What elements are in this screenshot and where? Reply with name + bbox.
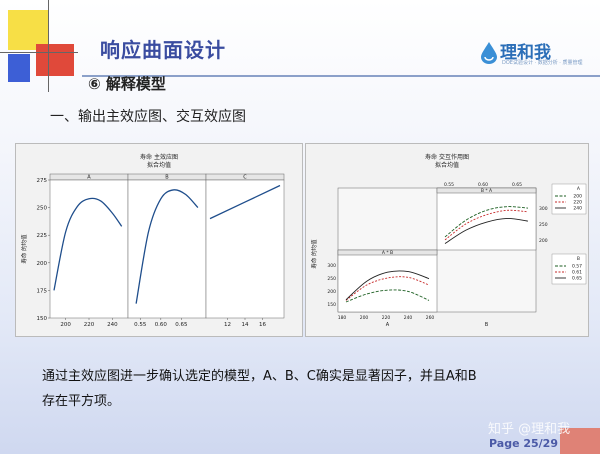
decor-red-square bbox=[36, 44, 74, 76]
main-effect-curve-B bbox=[135, 189, 199, 304]
xtick-label: 180 bbox=[338, 315, 347, 321]
section-heading: ⑥ 解释模型 bbox=[88, 75, 166, 93]
ytick-label: 250 bbox=[327, 276, 336, 282]
xtick-label: 200 bbox=[60, 322, 71, 328]
ytick-label: 225 bbox=[37, 233, 48, 239]
legend-title: A bbox=[577, 186, 581, 192]
xtick-label: 0.55 bbox=[134, 322, 147, 328]
panel-header-label: B bbox=[165, 175, 169, 181]
ytick-label: 250 bbox=[37, 206, 48, 212]
legend-entry: 220 bbox=[573, 200, 582, 206]
ytick-label: 150 bbox=[37, 316, 48, 322]
xtick-label: 200 bbox=[360, 315, 369, 321]
page-number: Page 25/29 bbox=[489, 437, 558, 450]
main-effect-curve-A bbox=[53, 197, 123, 291]
legend-entry: 0.65 bbox=[572, 276, 582, 282]
main-effects-chart: 寿命 主效应图 拟合均值 寿命 的均值 150 175 200 225 250 275 A 20… bbox=[15, 143, 303, 337]
xtick-label: 0.65 bbox=[512, 182, 522, 188]
panel-frame bbox=[49, 179, 129, 319]
interaction-series-0.65 bbox=[345, 270, 430, 301]
ytick-label: 200 bbox=[327, 289, 336, 295]
legend-entry: 0.61 bbox=[572, 270, 582, 276]
slide-title: 响应曲面设计 bbox=[100, 38, 226, 62]
xaxis-label: A bbox=[386, 322, 390, 328]
xtick-label: 260 bbox=[426, 315, 435, 321]
logo-subtext: DOE试验设计 · 数据分析 · 质量管理 bbox=[502, 60, 583, 66]
ytick-label: 200 bbox=[37, 261, 48, 267]
paragraph-line-1: 通过主效应图进一步确认选定的模型，A、B、C确实是显著因子，并且A和B bbox=[42, 369, 477, 384]
xtick-label: 0.65 bbox=[175, 322, 188, 328]
xtick-label: 12 bbox=[224, 322, 231, 328]
paragraph-line-2: 存在平方项。 bbox=[42, 394, 121, 409]
section-subheading: 一、输出主效应图、交互效应图 bbox=[50, 109, 246, 125]
interaction-title: 寿命 交互作用图 bbox=[425, 154, 469, 161]
decor-blue-square bbox=[8, 54, 30, 82]
decor-horizontal-line bbox=[0, 52, 78, 53]
xtick-label: 14 bbox=[242, 322, 249, 328]
legend-entry: 0.57 bbox=[572, 264, 582, 270]
panel-header bbox=[337, 249, 438, 256]
panel-header-label: B * A bbox=[481, 188, 493, 194]
water-drop-icon bbox=[481, 42, 497, 64]
panel-frame bbox=[205, 179, 285, 319]
interaction-ylabel: 寿命 的均值 bbox=[310, 239, 318, 269]
ytick-label: 275 bbox=[37, 178, 48, 184]
explanation-paragraph: 通过主效应图进一步确认选定的模型，A、B、C确实是显著因子，并且A和B 存在平方… bbox=[42, 364, 572, 414]
interaction-plot: 寿命 的均值 B * A A * B 200 250 300 150 200 250 300 0.5… bbox=[310, 182, 587, 328]
legend-entry: 240 bbox=[573, 206, 582, 212]
xtick-label: 0.55 bbox=[444, 182, 454, 188]
xtick-label: 16 bbox=[259, 322, 266, 328]
panel-frame bbox=[127, 179, 207, 319]
ytick-label: 300 bbox=[327, 263, 336, 269]
legend-title: B bbox=[577, 256, 580, 262]
panel-header-label: C bbox=[243, 175, 247, 181]
decor-corner-square bbox=[560, 428, 600, 454]
xtick-label: 240 bbox=[404, 315, 413, 321]
main-effects-title: 寿命 主效应图 bbox=[140, 154, 178, 161]
decor-vertical-line bbox=[48, 0, 49, 92]
main-effects-subtitle: 拟合均值 bbox=[146, 162, 171, 169]
panel-header-label: A bbox=[87, 175, 91, 181]
legend-box bbox=[551, 183, 587, 215]
panel-A-B bbox=[337, 249, 438, 313]
xtick-label: 0.60 bbox=[478, 182, 488, 188]
ytick-label: 175 bbox=[37, 288, 48, 294]
xtick-label: 220 bbox=[382, 315, 391, 321]
interaction-series-0.57 bbox=[345, 289, 430, 303]
interaction-series-200 bbox=[444, 206, 529, 238]
xtick-label: 0.60 bbox=[155, 322, 168, 328]
ytick-label: 300 bbox=[539, 206, 548, 212]
panel-header bbox=[436, 187, 537, 194]
legend-entry: 200 bbox=[573, 194, 582, 200]
interaction-series-0.61 bbox=[345, 276, 430, 301]
interaction-chart: 寿命 交互作用图 拟合均值 寿命 的均值 B * A A * B 200 250 300 1… bbox=[305, 143, 589, 337]
legend-box bbox=[551, 253, 587, 285]
interaction-series-240 bbox=[444, 218, 529, 244]
xaxis-label: B bbox=[485, 322, 489, 328]
logo-text: 理和我 bbox=[500, 43, 551, 63]
main-effect-curve-C bbox=[209, 184, 281, 220]
ytick-label: 150 bbox=[327, 302, 336, 308]
ytick-label: 200 bbox=[539, 238, 548, 244]
ytick-label: 250 bbox=[539, 222, 548, 228]
title-underline bbox=[82, 75, 600, 77]
decor-yellow-square bbox=[8, 10, 48, 50]
main-effects-plot: 寿命 的均值 150 175 200 225 250 275 A 200 220 240 B 0.55 0… bbox=[20, 173, 285, 328]
brand-logo: 理和我 DOE试验设计 · 数据分析 · 质量管理 bbox=[478, 38, 588, 66]
xtick-label: 240 bbox=[107, 322, 118, 328]
xtick-label: 220 bbox=[84, 322, 95, 328]
panel-header-label: A * B bbox=[382, 250, 393, 256]
watermark: 知乎 @理和我 bbox=[488, 422, 571, 437]
panel-B-A bbox=[436, 187, 537, 251]
main-effects-ylabel: 寿命 的均值 bbox=[20, 234, 28, 264]
interaction-series-220 bbox=[444, 209, 529, 241]
interaction-subtitle: 拟合均值 bbox=[434, 162, 459, 169]
